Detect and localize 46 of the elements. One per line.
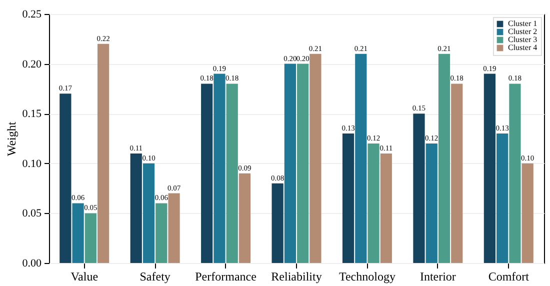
x-tick-label: Safety (140, 270, 170, 284)
bar (97, 44, 110, 263)
bar (451, 84, 463, 263)
bar (72, 203, 84, 263)
bar (201, 84, 213, 263)
bar (84, 213, 96, 263)
bar (168, 193, 180, 263)
bar (368, 143, 380, 263)
y-tick-label: 0.05 (22, 208, 42, 220)
bar (484, 74, 496, 263)
x-tick-label: Interior (420, 270, 456, 284)
legend-label: Cluster 2 (508, 27, 538, 36)
x-tick-label: Reliability (271, 270, 322, 284)
bar (522, 163, 534, 263)
bar (156, 203, 168, 263)
bar (342, 134, 354, 263)
y-tick-label: 0.15 (22, 108, 42, 120)
bar (238, 173, 251, 263)
legend-label: Cluster 4 (508, 43, 538, 52)
bar (297, 64, 309, 263)
bar (226, 84, 238, 263)
bar (438, 54, 450, 263)
x-tick-label: Value (70, 270, 98, 284)
bar (509, 84, 521, 263)
x-tick-label: Technology (338, 270, 396, 284)
y-tick-label: 0.25 (22, 8, 42, 20)
bar (214, 74, 226, 263)
bar (284, 64, 296, 263)
y-tick-label: 0.00 (22, 258, 42, 270)
y-tick-label: 0.10 (22, 158, 42, 170)
bar (272, 183, 284, 263)
bar (60, 94, 72, 263)
x-tick-label: Comfort (488, 270, 530, 284)
x-tick-label: Performance (195, 270, 256, 284)
bar (380, 153, 392, 263)
bar (426, 143, 438, 263)
legend-label: Cluster 3 (508, 35, 538, 44)
bar (496, 134, 508, 263)
y-axis-title: Weight (4, 121, 18, 156)
bar (130, 153, 142, 263)
bar (413, 114, 425, 263)
y-tick-label: 0.20 (22, 58, 42, 70)
bar (142, 163, 155, 263)
bar (355, 54, 367, 263)
legend-label: Cluster 1 (508, 19, 538, 28)
bar (310, 54, 322, 263)
